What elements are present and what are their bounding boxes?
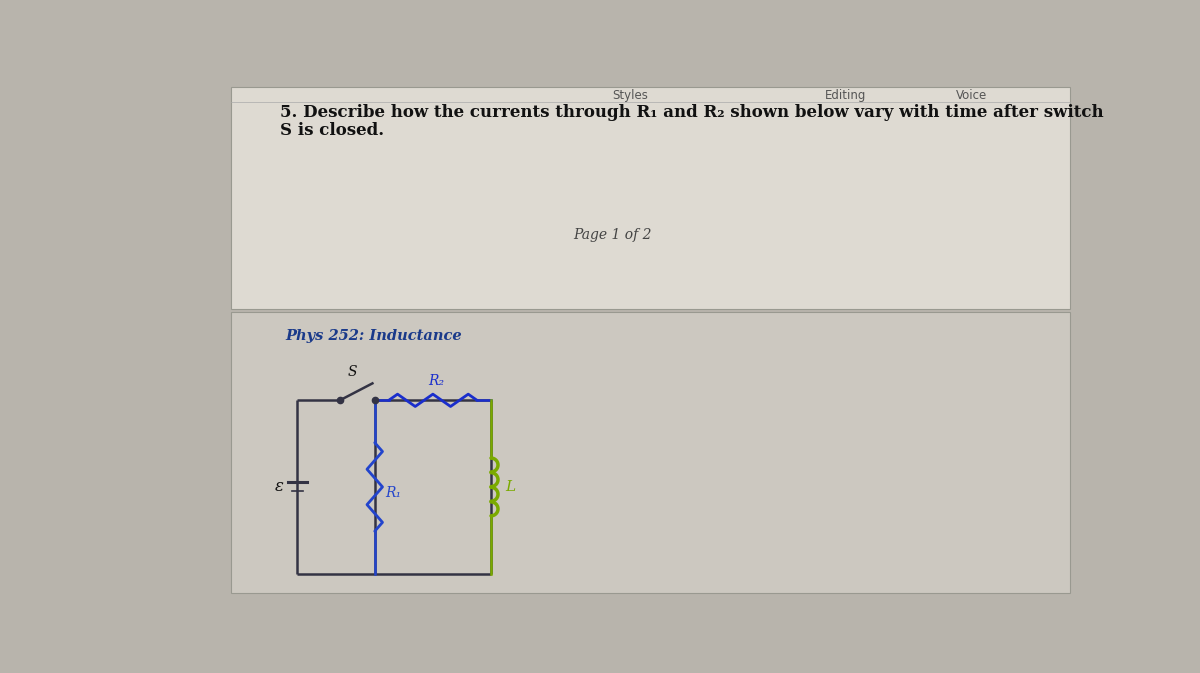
- Text: L: L: [505, 480, 515, 494]
- Text: Styles: Styles: [612, 89, 648, 102]
- Text: Page 1 of 2: Page 1 of 2: [574, 227, 652, 242]
- Text: R₂: R₂: [428, 374, 445, 388]
- Text: 5. Describe how the currents through R₁ and R₂ shown below vary with time after : 5. Describe how the currents through R₁ …: [281, 104, 1104, 121]
- FancyBboxPatch shape: [232, 312, 1070, 593]
- Text: Voice: Voice: [956, 89, 988, 102]
- Text: ε: ε: [275, 479, 283, 495]
- Text: R₁: R₁: [385, 486, 402, 500]
- Text: S is closed.: S is closed.: [281, 122, 384, 139]
- Text: Editing: Editing: [826, 89, 866, 102]
- Text: Phys 252: Inductance: Phys 252: Inductance: [286, 328, 462, 343]
- Text: S: S: [348, 365, 358, 379]
- FancyBboxPatch shape: [232, 87, 1070, 309]
